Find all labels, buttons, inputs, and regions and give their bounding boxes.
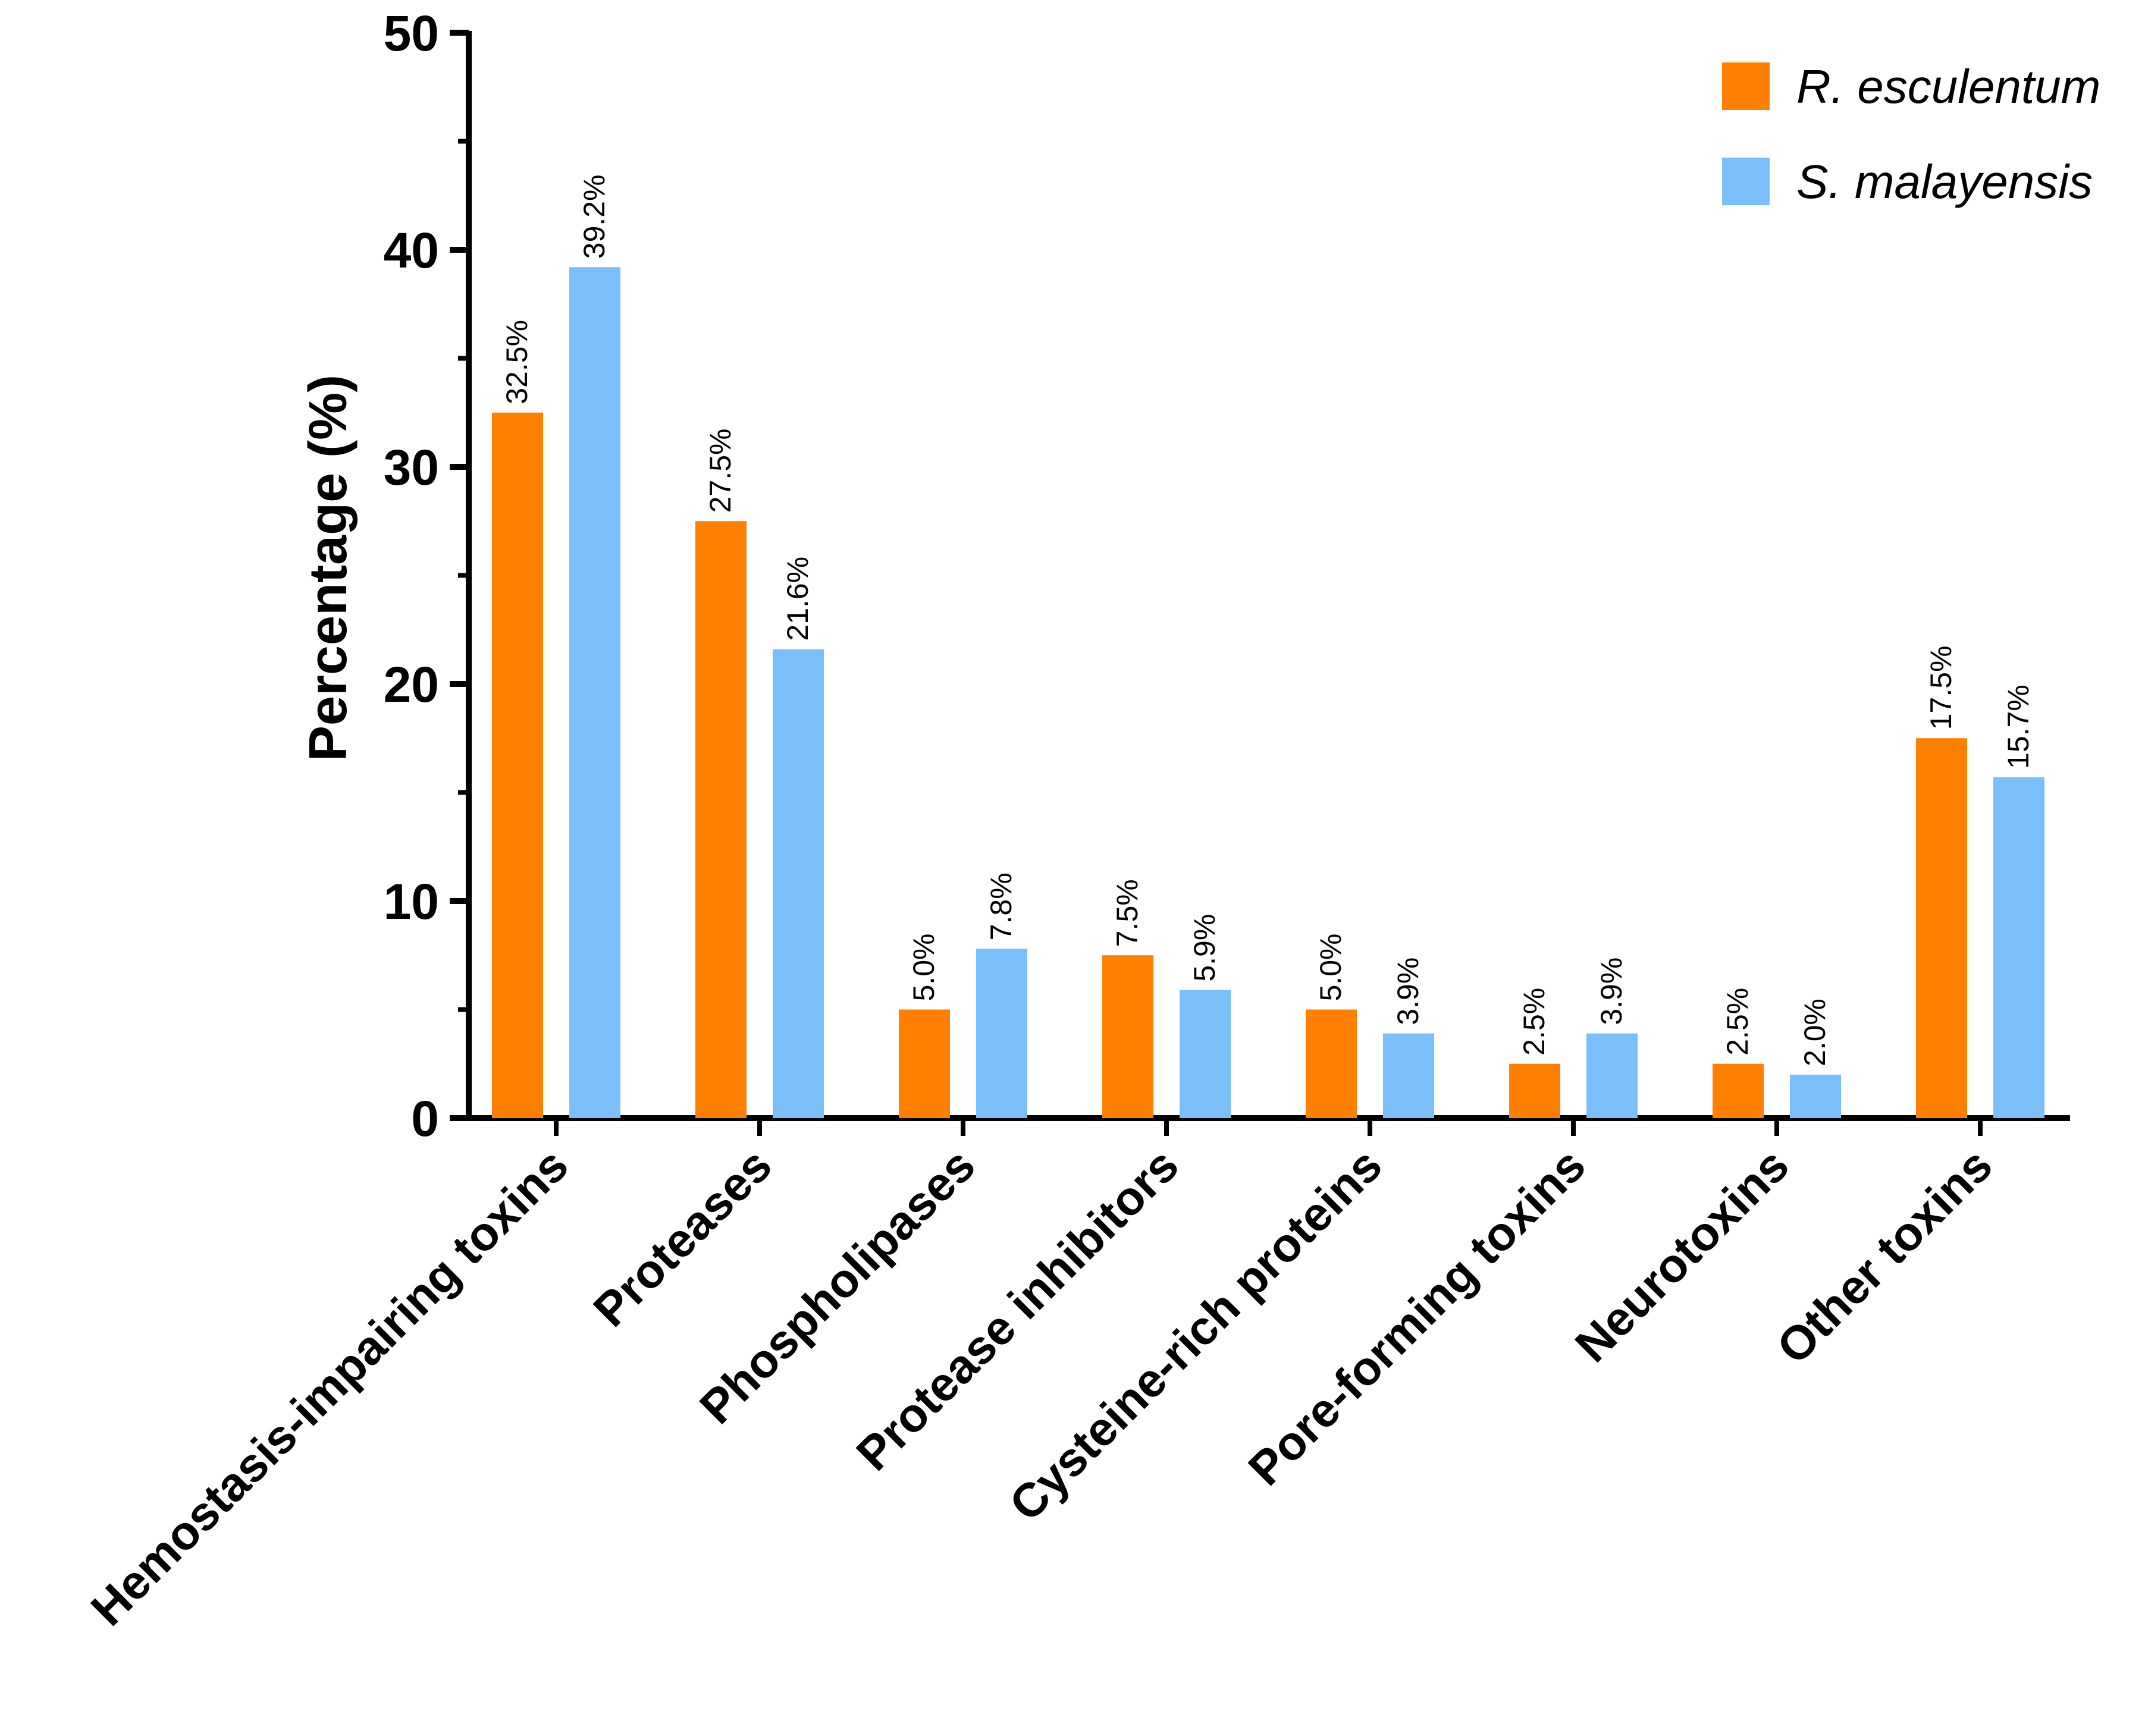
data-labels: 32.5% 39.2% 27.5% 21.6% 5.0% 7.8% 7.5% 5.9% 5.0%…: [500, 174, 2035, 1066]
bar-r-esculentum: [1916, 738, 1967, 1118]
y-tick-label: 50: [384, 5, 439, 61]
bar-r-esculentum: [1102, 955, 1153, 1118]
bar-value-label: 2.5%: [1721, 988, 1754, 1056]
y-axis: 0 10 20 30 40 50: [384, 5, 472, 1147]
bar-value-label: 2.0%: [1798, 999, 1832, 1066]
legend-swatch: [1722, 158, 1770, 205]
y-axis-title: Percentage (%): [299, 375, 358, 761]
bar-value-label: 5.0%: [907, 934, 940, 1002]
bar-s-malayensis: [773, 649, 824, 1118]
category-label: Hemostasis-impairing toxins: [81, 1138, 578, 1635]
legend-label: S. malayensis: [1796, 155, 2093, 208]
bar-value-label: 32.5%: [500, 320, 534, 404]
bar-value-label: 5.9%: [1188, 914, 1221, 982]
bar-r-esculentum: [695, 521, 747, 1118]
bar-r-esculentum: [492, 412, 543, 1118]
y-tick-label: 10: [384, 874, 439, 930]
bar-r-esculentum: [1509, 1063, 1560, 1118]
category-label: Neurotoxins: [1565, 1138, 1799, 1372]
bar-value-label: 27.5%: [704, 428, 737, 513]
category-label: Other toxins: [1767, 1138, 2002, 1374]
category-label: Proteases: [584, 1138, 782, 1336]
legend-label: R. esculentum: [1796, 60, 2100, 113]
bar-s-malayensis: [976, 949, 1027, 1118]
bar-value-label: 3.9%: [1391, 958, 1425, 1025]
bar-r-esculentum: [1306, 1009, 1357, 1118]
bar-value-label: 7.5%: [1111, 879, 1144, 947]
y-tick-label: 30: [384, 440, 439, 495]
bar-value-label: 39.2%: [578, 174, 611, 259]
legend-swatch: [1722, 62, 1770, 110]
y-tick-label: 0: [411, 1091, 439, 1147]
category-label: Pore-forming toxins: [1238, 1138, 1595, 1495]
legend: R. esculentum S. malayensis: [1722, 60, 2100, 208]
bars: [492, 267, 2044, 1119]
bar-s-malayensis: [1586, 1033, 1638, 1118]
bar-value-label: 7.8%: [984, 872, 1018, 940]
bar-value-label: 5.0%: [1314, 934, 1347, 1002]
bar-value-label: 15.7%: [2002, 685, 2035, 769]
bar-value-label: 17.5%: [1924, 645, 1958, 730]
bar-r-esculentum: [1713, 1063, 1764, 1118]
bar-s-malayensis: [569, 267, 620, 1119]
bar-s-malayensis: [1180, 990, 1231, 1118]
bar-r-esculentum: [899, 1009, 950, 1118]
category-label: Cysteine-rich proteins: [999, 1138, 1392, 1531]
bar-value-label: 2.5%: [1517, 988, 1551, 1056]
bar-value-label: 21.6%: [781, 557, 814, 641]
bar-s-malayensis: [1383, 1033, 1434, 1118]
x-axis: [466, 1115, 2070, 1136]
y-tick-label: 40: [384, 222, 439, 278]
bar-s-malayensis: [1993, 777, 2044, 1118]
y-tick-label: 20: [384, 657, 439, 712]
category-labels: Hemostasis-impairing toxins ProteasesPhos…: [81, 1138, 2002, 1635]
bar-s-malayensis: [1790, 1075, 1841, 1118]
bar-value-label: 3.9%: [1595, 958, 1628, 1025]
